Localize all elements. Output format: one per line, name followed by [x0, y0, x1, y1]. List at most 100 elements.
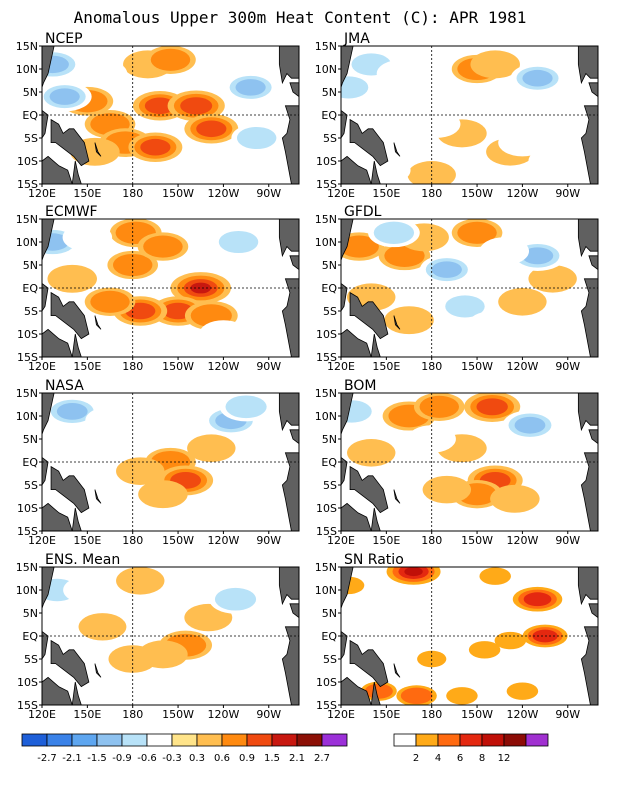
contour-patch [384, 306, 434, 335]
lat-tick-label: 15N [16, 213, 38, 226]
legend-label: -2.7 [37, 753, 57, 764]
contour-patch [400, 687, 433, 704]
lat-tick-label: 15N [315, 40, 337, 53]
contour-patch [199, 320, 248, 348]
panel-title: BOM [344, 378, 376, 394]
contour-patch [341, 76, 369, 99]
land-mass [341, 630, 348, 660]
contour-patch [479, 567, 511, 585]
contour-patch [446, 687, 478, 705]
contour-patch [196, 120, 227, 138]
land-mass [94, 663, 102, 678]
legend-label: 0.3 [189, 753, 205, 764]
contour-patch [85, 406, 135, 435]
land-mass [588, 255, 598, 271]
lat-tick-label: 10N [315, 584, 337, 597]
lon-tick-label: 90W [256, 187, 281, 200]
legend-swatch [146, 733, 173, 747]
land-mass [341, 328, 372, 357]
land-mass [341, 393, 354, 435]
lat-tick-label: 15N [315, 561, 337, 574]
lon-tick-label: 120E [28, 708, 56, 721]
contour-patch [468, 641, 501, 659]
legend-swatch [171, 733, 198, 747]
land-mass [42, 676, 73, 705]
land-mass [341, 155, 372, 184]
land-mass [42, 630, 49, 660]
panel-title: ECMWF [45, 204, 98, 220]
lat-tick-label: 5N [322, 86, 337, 99]
lon-tick-label: 90W [256, 708, 281, 721]
contour-patch [522, 69, 553, 87]
lat-tick-label: 5S [323, 479, 337, 492]
lon-tick-label: 120E [327, 534, 355, 547]
sn-legend-swatch [503, 733, 527, 747]
legend-label: 0.9 [239, 753, 255, 764]
lon-tick-label: 180 [421, 708, 442, 721]
land-mass [580, 105, 598, 184]
land-mass [42, 46, 55, 88]
legend-label: 1.5 [264, 753, 280, 764]
contour-patch [190, 282, 212, 294]
lon-tick-label: 180 [122, 187, 143, 200]
lat-tick-label: 15S [17, 351, 38, 364]
lon-tick-label: 90W [555, 708, 580, 721]
sn-legend-swatch [437, 733, 461, 747]
land-mass [42, 393, 55, 435]
sn-legend-swatch [481, 733, 505, 747]
contour-patch [341, 235, 379, 258]
lat-tick-label: 5N [322, 607, 337, 620]
contour-patch [187, 434, 236, 462]
map-panel: NCEP 120E 150E 180 150W 120W 90W 15N 10N 5N EQ 5S 10… [16, 31, 300, 200]
land-mass [370, 681, 381, 705]
lat-tick-label: EQ [321, 282, 337, 295]
land-mass [588, 603, 598, 619]
contour-patch [100, 160, 150, 184]
lat-tick-label: 5N [23, 259, 38, 272]
contour-patch [514, 416, 546, 434]
lat-tick-label: 5N [322, 433, 337, 446]
land-mass [341, 676, 372, 705]
land-mass [71, 681, 82, 705]
contour-patch [218, 230, 259, 254]
map-panel: JMA 120E 150E 180 150W 120W 90W 15N 10N 5N EQ 5S 10S… [315, 31, 599, 200]
land-mass [370, 160, 381, 184]
sn-legend-label: 12 [498, 753, 511, 764]
land-mass [577, 393, 598, 432]
contour-patch [467, 311, 517, 339]
contour-patch [63, 576, 112, 604]
legend-swatch [46, 733, 73, 747]
contour-patch [56, 403, 88, 420]
land-mass [281, 105, 299, 184]
contour-patch [198, 46, 249, 74]
legend-label: -0.9 [112, 753, 132, 764]
contour-patch [476, 398, 508, 416]
lat-tick-label: 10N [16, 236, 38, 249]
lat-tick-label: 5N [23, 86, 38, 99]
contour-patch [384, 503, 434, 531]
contour-patch [429, 329, 480, 357]
lat-tick-label: 5S [323, 305, 337, 318]
land-mass [349, 639, 389, 688]
lat-tick-label: 10S [316, 676, 337, 689]
land-mass [588, 429, 598, 445]
lon-tick-label: 150E [73, 708, 101, 721]
land-mass [278, 567, 299, 606]
land-mass [341, 502, 372, 531]
lat-tick-label: 10N [16, 410, 38, 423]
lon-tick-label: 150E [73, 360, 101, 373]
lon-tick-label: 150W [461, 187, 493, 200]
land-mass [577, 46, 598, 85]
land-mass [42, 567, 55, 609]
contour-patch [225, 395, 267, 419]
contour-patch [100, 682, 150, 705]
map-panel: BOM 120E 150E 180 150W 120W 90W 15N 10N 5N EQ 5S 10S… [315, 378, 599, 547]
lat-tick-label: 10S [316, 155, 337, 168]
contour-patch [364, 683, 393, 699]
land-mass [281, 278, 299, 357]
contour-patch [347, 439, 396, 467]
sn-legend-label: 6 [457, 753, 463, 764]
land-mass [94, 142, 102, 157]
land-mass [289, 255, 299, 271]
